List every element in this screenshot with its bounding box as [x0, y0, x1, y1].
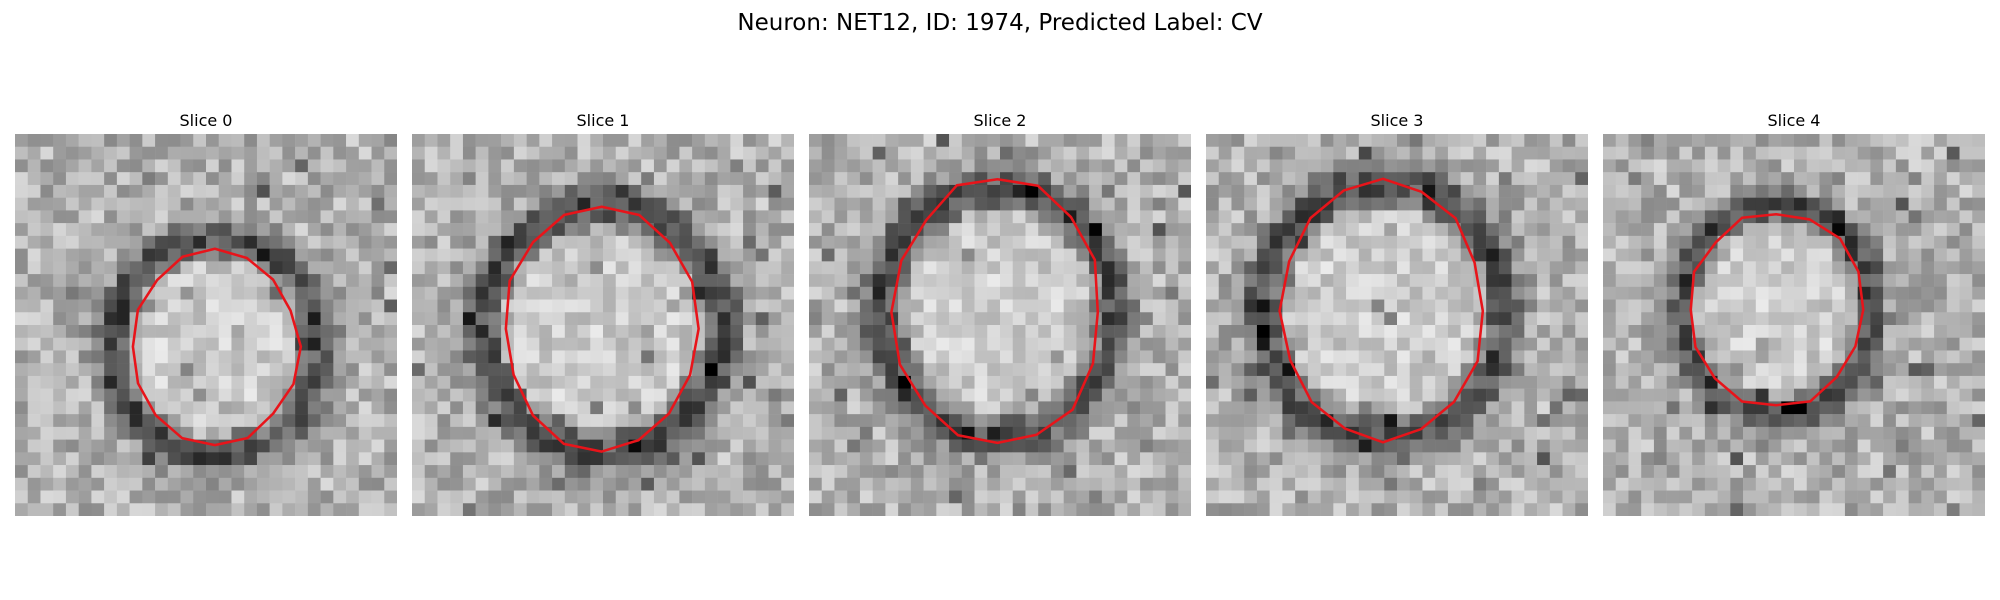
vesicle-contour: [131, 247, 303, 447]
slice-title: Slice 3: [1370, 111, 1424, 130]
pixel-grid: [809, 134, 1191, 516]
slice-image: [412, 134, 794, 516]
pixel-grid: [412, 134, 794, 516]
vesicle-contour: [504, 205, 700, 453]
slice-title: Slice 0: [179, 111, 233, 130]
figure-title: Neuron: NET12, ID: 1974, Predicted Label…: [737, 10, 1263, 36]
vesicle-contour: [1689, 212, 1865, 407]
vesicle-contour: [890, 177, 1100, 445]
pixel-grid: [1603, 134, 1985, 516]
slice-image: [809, 134, 1191, 516]
slice-image: [1206, 134, 1588, 516]
slice-title: Slice 1: [576, 111, 630, 130]
vesicle-contour: [1278, 177, 1485, 444]
pixel-grid: [1206, 134, 1588, 516]
slice-image: [15, 134, 397, 516]
slice-title: Slice 4: [1767, 111, 1821, 130]
slice-image: [1603, 134, 1985, 516]
pixel-grid: [15, 134, 397, 516]
slice-title: Slice 2: [973, 111, 1027, 130]
